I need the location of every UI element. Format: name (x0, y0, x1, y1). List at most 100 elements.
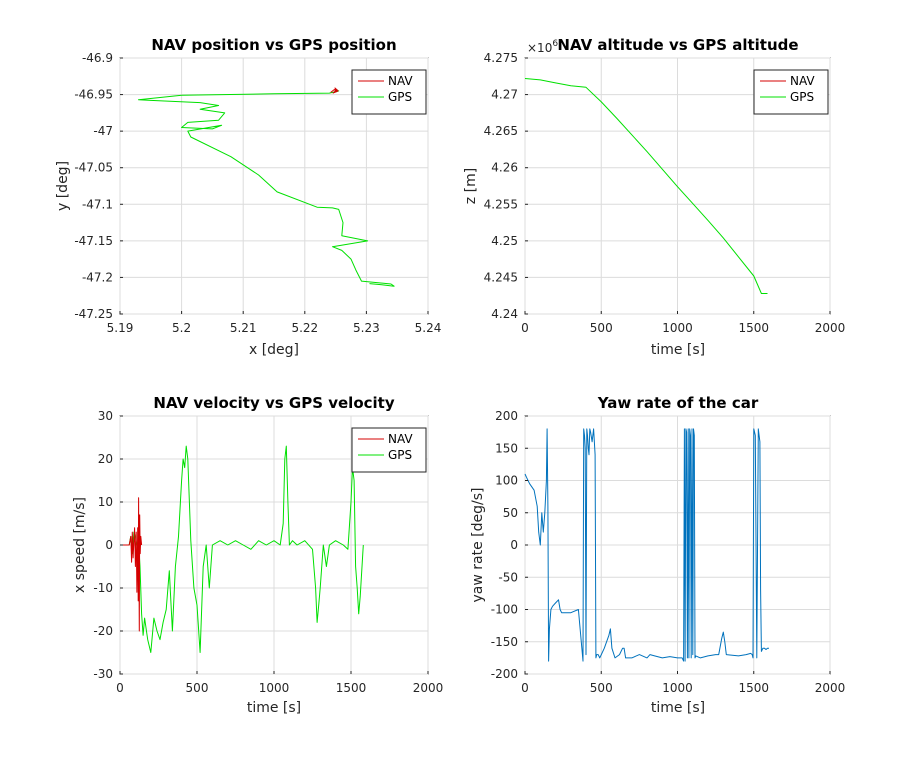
legend: NAV GPS (753, 69, 829, 115)
ticks: 0 500 1000 1500 2000 -30 -20 -10 0 10 20 30 (93, 409, 443, 695)
y-tick-label: -50 (498, 570, 518, 584)
x-tick-label: 1000 (259, 681, 290, 695)
gridlines (524, 57, 831, 315)
y-tick-label: -47.25 (74, 307, 113, 321)
y-axis-label: z [m] (463, 168, 479, 204)
x-tick-label: 0 (116, 681, 124, 695)
series-group (120, 445, 364, 653)
x-axis-label: x [deg] (249, 342, 299, 358)
y-tick-label: -47.15 (74, 234, 113, 248)
y-tick-label: 4.25 (491, 234, 518, 248)
series-group (138, 87, 395, 287)
x-tick-label: 5.19 (107, 321, 134, 335)
x-tick-label: 2000 (815, 321, 846, 335)
x-tick-label: 1500 (336, 681, 367, 695)
y-tick-label: 10 (98, 495, 113, 509)
x-tick-label: 1000 (662, 321, 693, 335)
chart-title: NAV altitude vs GPS altitude (557, 36, 798, 54)
y-tick-label: 4.245 (484, 270, 518, 284)
legend: NAV GPS (351, 427, 427, 473)
x-axis-label: time [s] (247, 700, 301, 716)
x-tick-label: 5.2 (172, 321, 191, 335)
chart-title: Yaw rate of the car (597, 394, 759, 412)
y-tick-label: 4.265 (484, 124, 518, 138)
y-exponent-label: ×106 (527, 39, 558, 55)
x-tick-label: 0 (521, 321, 529, 335)
y-tick-label: -150 (491, 635, 518, 649)
x-tick-label: 1000 (662, 681, 693, 695)
legend-box (351, 69, 427, 115)
y-tick-label: 0 (510, 538, 518, 552)
y-tick-label: 4.24 (491, 307, 518, 321)
exponent-base: ×10 (527, 41, 552, 55)
legend: NAV GPS (351, 69, 427, 115)
x-tick-label: 1500 (738, 321, 769, 335)
y-tick-label: 0 (105, 538, 113, 552)
x-tick-label: 0 (521, 681, 529, 695)
x-tick-label: 500 (590, 681, 613, 695)
y-tick-label: -47.2 (82, 270, 113, 284)
x-tick-label: 500 (590, 321, 613, 335)
x-tick-label: 5.21 (230, 321, 257, 335)
y-tick-label: -200 (491, 667, 518, 681)
y-tick-label: -47.1 (82, 197, 113, 211)
y-tick-label: 50 (503, 506, 518, 520)
series-line-nav (120, 497, 143, 632)
legend-label: NAV (790, 74, 815, 88)
x-tick-label: 5.24 (415, 321, 442, 335)
y-tick-label: -30 (93, 667, 113, 681)
series-line-gps (138, 89, 395, 287)
exponent-power: 6 (552, 39, 558, 49)
legend-label: NAV (388, 432, 413, 446)
legend-label: NAV (388, 74, 413, 88)
panel-position: 5.19 5.2 5.21 5.22 5.23 5.24 -47.25 -47.2 -47.15… (55, 36, 441, 358)
y-tick-label: 4.27 (491, 88, 518, 102)
series-line-gps (524, 78, 768, 294)
legend-label: GPS (388, 448, 412, 462)
legend-label: GPS (388, 90, 412, 104)
legend-box (753, 69, 829, 115)
x-tick-label: 2000 (815, 681, 846, 695)
x-tick-label: 2000 (413, 681, 444, 695)
y-tick-label: 4.255 (484, 197, 518, 211)
y-tick-label: -46.9 (82, 51, 113, 65)
gridlines (119, 57, 429, 315)
x-tick-label: 500 (186, 681, 209, 695)
x-tick-label: 5.23 (353, 321, 380, 335)
y-tick-label: 20 (98, 452, 113, 466)
series-line-gps (120, 445, 364, 653)
legend-label: GPS (790, 90, 814, 104)
x-axis-label: time [s] (651, 700, 705, 716)
series-group (524, 78, 768, 294)
y-tick-label: 30 (98, 409, 113, 423)
y-tick-label: 4.26 (491, 161, 518, 175)
panel-altitude: 0 500 1000 1500 2000 4.24 4.245 4.25 4.255 4.26 4.… (463, 36, 845, 358)
x-axis-label: time [s] (651, 342, 705, 358)
y-tick-label: -47 (93, 124, 113, 138)
chart-title: NAV position vs GPS position (151, 36, 396, 54)
panel-velocity: 0 500 1000 1500 2000 -30 -20 -10 0 10 20 30 NAV vel… (72, 394, 443, 716)
series-group (524, 428, 769, 662)
y-tick-label: -20 (93, 624, 113, 638)
ticks: 5.19 5.2 5.21 5.22 5.23 5.24 -47.25 -47.2 -47.15… (74, 51, 441, 335)
ticks: 0 500 1000 1500 2000 4.24 4.245 4.25 4.255 4.26 4.… (484, 51, 846, 335)
ticks: 0 500 1000 1500 2000 -200 -150 -100 -50 0 50 100 150… (491, 409, 846, 695)
y-axis-label: y [deg] (55, 161, 71, 211)
panel-yaw-rate: 0 500 1000 1500 2000 -200 -150 -100 -50 0 50 100 150… (470, 394, 845, 716)
y-tick-label: -10 (93, 581, 113, 595)
gridlines (524, 415, 831, 675)
series-line-nav (330, 87, 339, 94)
chart-title: NAV velocity vs GPS velocity (153, 394, 394, 412)
y-tick-label: -47.05 (74, 161, 113, 175)
y-tick-label: -46.95 (74, 88, 113, 102)
y-tick-label: 100 (495, 474, 518, 488)
y-tick-label: 4.275 (484, 51, 518, 65)
x-tick-label: 1500 (738, 681, 769, 695)
y-axis-label: x speed [m/s] (72, 497, 88, 593)
legend-box (351, 427, 427, 473)
y-axis-label: yaw rate [deg/s] (470, 488, 486, 603)
y-tick-label: -100 (491, 603, 518, 617)
series-line-yaw-rate (524, 428, 769, 662)
x-tick-label: 5.22 (291, 321, 318, 335)
